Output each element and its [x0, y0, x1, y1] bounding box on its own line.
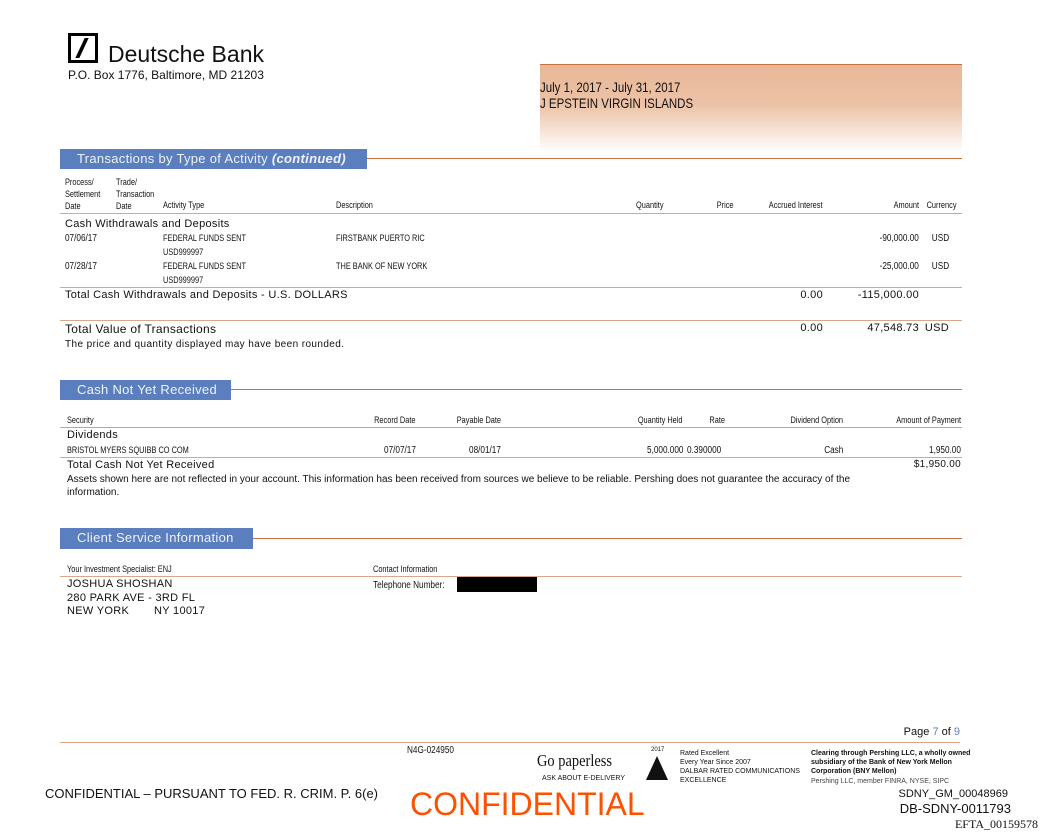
- col-rate: Rate: [709, 415, 725, 425]
- specialist-label: Your Investment Specialist: ENJ: [67, 564, 172, 574]
- header-rule: [60, 427, 962, 428]
- col-payable-date: Payable Date: [456, 415, 501, 425]
- col-quantity: Quantity: [636, 200, 664, 210]
- col-amount-of-payment: Amount of Payment: [896, 415, 961, 425]
- col-security: Security: [67, 415, 94, 425]
- total-value-label: Total Value of Transactions: [65, 322, 217, 336]
- bates-sdny-gm: SDNY_GM_00048969: [898, 788, 1008, 800]
- col-accrued: Accrued Interest: [769, 200, 823, 210]
- section-rule: [367, 158, 962, 159]
- assets-note: Assets shown here are not reflected in y…: [67, 474, 851, 485]
- bank-name: Deutsche Bank: [108, 41, 264, 67]
- go-paperless: Go paperless: [537, 751, 613, 770]
- total-value-accrued: 0.00: [800, 322, 823, 334]
- statement-period: July 1, 2017 - July 31, 2017: [540, 79, 681, 95]
- period-box: [540, 64, 962, 153]
- total-value-amount: 47,548.73: [867, 322, 919, 334]
- section-rule: [253, 538, 962, 539]
- header-rule: [60, 576, 962, 577]
- section-header-transactions: Transactions by Type of Activity (contin…: [60, 149, 367, 169]
- bank-address: P.O. Box 1776, Baltimore, MD 21203: [68, 68, 264, 82]
- specialist-name: JOSHUA SHOSHAN: [67, 578, 173, 590]
- form-code: N4G-024950: [407, 745, 454, 756]
- pershing-member: Pershing LLC, member FINRA, NYSE, SIPC: [811, 778, 950, 785]
- col-record-date: Record Date: [374, 415, 416, 425]
- redacted-telephone: [457, 577, 537, 592]
- paperless-sub: ASK ABOUT E-DELIVERY: [542, 775, 625, 782]
- page-number: Page 7 of 9: [903, 726, 960, 738]
- contact-label: Contact Information: [373, 564, 438, 574]
- section-header-client-service: Client Service Information: [60, 528, 253, 549]
- col-description: Description: [336, 200, 373, 210]
- group-label: Dividends: [67, 429, 119, 441]
- specialist-state-zip: NY 10017: [154, 605, 206, 617]
- total-rule: [60, 320, 962, 321]
- rounding-note: The price and quantity displayed may hav…: [65, 339, 345, 350]
- assets-note-cont: information.: [67, 487, 120, 498]
- header-rule: [60, 213, 962, 214]
- dalbar-year: 2017: [651, 747, 665, 753]
- col-price: Price: [717, 200, 734, 210]
- telephone-label: Telephone Number:: [373, 580, 445, 591]
- account-name: J EPSTEIN VIRGIN ISLANDS: [540, 95, 694, 111]
- col-trade-date: Trade/Transaction Date: [116, 177, 155, 211]
- col-activity-type: Activity Type: [163, 200, 205, 210]
- col-quantity-held: Quantity Held: [638, 415, 683, 425]
- deutsche-bank-logo-icon: [68, 33, 98, 63]
- specialist-address: 280 PARK AVE - 3RD FL: [67, 592, 196, 604]
- col-amount: Amount: [893, 200, 919, 210]
- group-total-amount: -115,000.00: [857, 289, 919, 301]
- col-currency: Currency: [927, 200, 957, 210]
- bates-db-sdny: DB-SDNY-0011793: [899, 801, 1011, 816]
- footer-rule: [60, 742, 960, 743]
- total-value-currency: USD: [924, 322, 949, 334]
- group-total-accrued: 0.00: [800, 289, 823, 301]
- section-header-cash-not-received: Cash Not Yet Received: [60, 380, 231, 400]
- group-total-label: Total Cash Withdrawals and Deposits - U.…: [65, 289, 348, 301]
- col-settlement-date: Process/Settlement Date: [65, 177, 101, 211]
- dalbar-pyramid-icon: [646, 756, 668, 780]
- cash-total-label: Total Cash Not Yet Received: [67, 459, 215, 471]
- confidential-notice: CONFIDENTIAL – PURSUANT TO FED. R. CRIM.…: [45, 786, 379, 801]
- total-rule: [60, 457, 962, 458]
- group-label: Cash Withdrawals and Deposits: [65, 218, 230, 230]
- specialist-city: NEW YORK: [67, 605, 130, 617]
- cash-total-amount: $1,950.00: [913, 459, 961, 470]
- bates-efta: EFTA_00159578: [954, 817, 1038, 831]
- section-rule: [231, 389, 962, 390]
- total-rule: [60, 287, 962, 288]
- col-dividend-option: Dividend Option: [790, 415, 843, 425]
- dalbar-text: Rated Excellent Every Year Since 2007 DALB…: [680, 750, 800, 784]
- confidential-stamp: CONFIDENTIAL: [410, 786, 645, 822]
- clearing-text: Clearing through Pershing LLC, a wholly …: [811, 750, 971, 775]
